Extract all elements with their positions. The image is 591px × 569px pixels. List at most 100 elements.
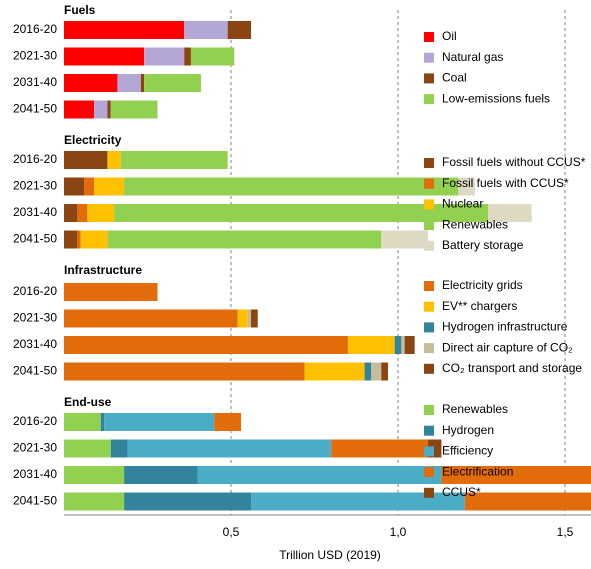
legend-label: Renewables xyxy=(442,402,508,416)
bar-segment xyxy=(110,100,158,119)
bar-segment xyxy=(107,230,382,249)
bar-segment xyxy=(394,336,402,354)
bar-segment xyxy=(227,21,252,39)
legend-label: Electrification xyxy=(442,464,513,478)
bar-segment xyxy=(110,439,128,458)
bar-segment xyxy=(371,362,382,381)
legend-swatch xyxy=(424,322,434,333)
category-label: 2016-20 xyxy=(13,284,57,298)
bar-segment xyxy=(94,100,108,119)
legend-swatch xyxy=(424,467,434,478)
category-label: 2016-20 xyxy=(13,22,57,36)
bar-segment xyxy=(464,492,591,511)
bar-segment xyxy=(64,47,145,66)
bar-segment xyxy=(184,21,228,39)
category-label: 2041-50 xyxy=(13,494,57,508)
panel-title: Infrastructure xyxy=(64,263,142,277)
bar-segment xyxy=(304,362,365,381)
legend-label: EV** chargers xyxy=(442,299,517,313)
legend-swatch xyxy=(424,32,434,42)
bar-segment xyxy=(64,204,78,222)
legend-swatch xyxy=(424,425,434,436)
legend-swatch xyxy=(424,446,434,457)
legend-label: Coal xyxy=(442,71,467,85)
bar-segment xyxy=(64,336,348,354)
bar-segment xyxy=(124,492,252,511)
category-label: 2031-40 xyxy=(13,467,57,481)
legend-label: Renewables xyxy=(442,217,508,231)
bar-segment xyxy=(404,336,415,354)
legend-label: Hydrogen infrastructure xyxy=(442,320,568,334)
bar-segment xyxy=(127,439,332,458)
bar-segment xyxy=(77,204,88,222)
x-tick-label: 1,5 xyxy=(557,525,574,539)
bar-segment xyxy=(64,151,108,169)
category-label: 2031-40 xyxy=(13,205,57,219)
category-label: 2031-40 xyxy=(13,337,57,351)
x-tick-label: 0,5 xyxy=(223,525,240,539)
legend-label: Low-emissions fuels xyxy=(442,91,550,105)
bar-segment xyxy=(184,47,191,66)
bar-segment xyxy=(64,413,101,431)
bar-segment xyxy=(117,74,141,92)
bar-segment xyxy=(107,151,121,169)
legend-swatch xyxy=(424,199,434,210)
bar-segment xyxy=(104,413,215,431)
legend-label: Fossil fuels without CCUS* xyxy=(442,155,586,169)
bar-segment xyxy=(64,439,111,458)
bar-segment xyxy=(64,74,118,92)
bar-segment xyxy=(77,230,81,249)
bar-segment xyxy=(488,204,532,222)
legend-label: CCUS* xyxy=(442,485,481,499)
bar-segment xyxy=(347,336,395,354)
category-label: 2021-30 xyxy=(13,441,57,455)
bar-segment xyxy=(64,466,125,484)
bar-segment xyxy=(190,47,235,66)
bar-segment xyxy=(124,177,459,196)
bar-segment xyxy=(87,204,115,222)
bar-segment xyxy=(331,439,429,458)
legend-swatch xyxy=(424,94,434,105)
bar-segment xyxy=(441,466,591,484)
legend-label: Battery storage xyxy=(442,238,524,252)
bar-segment xyxy=(64,283,158,301)
legend-label: Oil xyxy=(442,29,457,43)
bar-segment xyxy=(381,230,429,249)
bar-segment xyxy=(84,177,95,196)
category-label: 2041-50 xyxy=(13,364,57,378)
legend-swatch xyxy=(424,52,434,63)
bar-segment xyxy=(381,362,388,381)
bar-segment xyxy=(64,21,185,39)
category-label: 2021-30 xyxy=(13,311,57,325)
bar-segment xyxy=(94,177,125,196)
bar-segment xyxy=(80,230,108,249)
legend-swatch xyxy=(424,73,434,84)
category-label: 2041-50 xyxy=(13,232,57,246)
panel-title: End-use xyxy=(64,395,112,409)
legend-label: Electricity grids xyxy=(442,278,523,292)
category-label: 2021-30 xyxy=(13,49,57,63)
category-label: 2021-30 xyxy=(13,179,57,193)
bar-segment xyxy=(64,100,95,119)
legend-label: Fossil fuels with CCUS* xyxy=(442,176,569,190)
bar-segment xyxy=(120,151,228,169)
panel-title: Fuels xyxy=(64,3,96,17)
bar-segment xyxy=(214,413,242,431)
category-label: 2031-40 xyxy=(13,75,57,89)
bar-segment xyxy=(237,309,248,328)
bar-segment xyxy=(64,492,125,511)
legend-label: Hydrogen xyxy=(442,423,494,437)
legend-label: Natural gas xyxy=(442,50,503,64)
legend-label: Direct air capture of CO₂ xyxy=(442,340,573,354)
legend-swatch xyxy=(424,158,434,168)
bar-segment xyxy=(144,74,201,92)
legend-swatch xyxy=(424,487,434,498)
bar-segment xyxy=(64,177,85,196)
bar-segment xyxy=(124,466,198,484)
category-label: 2016-20 xyxy=(13,152,57,166)
legend-label: Nuclear xyxy=(442,197,483,211)
legend-swatch xyxy=(424,363,434,374)
legend-label: Efficiency xyxy=(442,444,493,458)
legend-label: CO₂ transport and storage xyxy=(442,361,582,375)
